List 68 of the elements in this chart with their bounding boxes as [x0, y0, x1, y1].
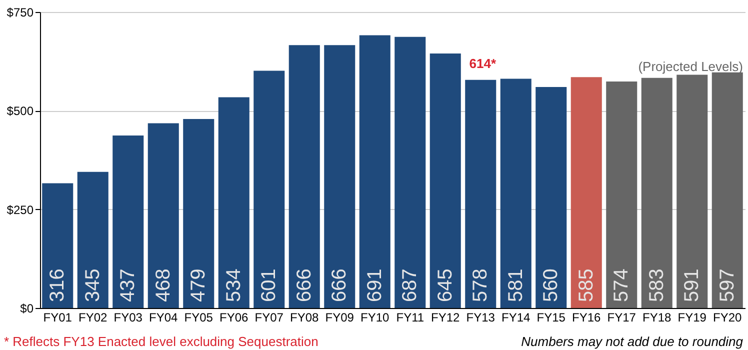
- data-label: 574: [610, 268, 633, 302]
- bar: [183, 118, 214, 308]
- x-tick-label: FY17: [607, 310, 636, 324]
- x-tick-label: FY01: [43, 310, 72, 324]
- bar: [606, 81, 638, 308]
- bar: [42, 183, 74, 308]
- data-label: 585: [575, 268, 598, 302]
- data-label: 468: [152, 268, 174, 302]
- data-label: 687: [399, 268, 422, 302]
- bar: [324, 45, 356, 308]
- data-label: 581: [504, 268, 527, 302]
- text: * Reflects FY13 Enacted level excluding Sequestration: [4, 334, 318, 349]
- x-tick-label: FY04: [149, 310, 178, 324]
- x-tick-label: FY15: [536, 310, 566, 324]
- bar: [148, 123, 179, 308]
- x-tick-label: FY09: [325, 310, 354, 324]
- x-tick-label: FY02: [78, 310, 108, 324]
- data-label: 437: [117, 268, 140, 302]
- annotation: 614*: [469, 56, 497, 71]
- x-tick-label: FY16: [572, 310, 602, 324]
- bar: [430, 53, 461, 308]
- data-label: 601: [258, 268, 280, 302]
- data-label: 534: [222, 268, 245, 302]
- data-label: 583: [646, 268, 668, 302]
- y-tick-label: $750: [6, 6, 34, 20]
- x-tick-label: FY20: [713, 310, 742, 324]
- bar: [641, 78, 672, 308]
- bar: [712, 72, 743, 308]
- data-label: 666: [293, 268, 316, 302]
- x-tick-label: FY05: [184, 310, 214, 324]
- x-tick-label: FY07: [254, 310, 284, 324]
- data-label: 345: [82, 268, 104, 302]
- x-tick-label: FY14: [502, 310, 531, 324]
- bar: [394, 36, 426, 308]
- data-label: 578: [470, 268, 492, 302]
- bar: [288, 45, 320, 308]
- x-tick-label: FY03: [114, 310, 143, 324]
- bar: [676, 74, 708, 308]
- x-tick-label: FY08: [290, 310, 320, 324]
- y-tick-label: $500: [6, 104, 34, 118]
- annotation: (Projected Levels): [638, 59, 743, 74]
- bar: [112, 136, 144, 308]
- y-tick-label: $0: [20, 302, 34, 316]
- bar: [570, 77, 602, 308]
- x-tick-label: FY12: [431, 310, 460, 324]
- bar: [500, 78, 532, 308]
- y-tick-label: $250: [6, 202, 34, 217]
- data-label: 645: [434, 268, 456, 302]
- x-tick-label: FY19: [678, 310, 707, 324]
- x-tick-label: FY13: [466, 310, 496, 324]
- data-label: 666: [328, 268, 351, 302]
- data-label: 316: [46, 268, 69, 302]
- bar: [359, 35, 390, 308]
- x-tick-label: FY10: [360, 310, 390, 324]
- bar: [77, 172, 108, 308]
- bar: [254, 70, 285, 308]
- data-label: 560: [540, 268, 562, 302]
- text: Numbers may not add due to rounding: [521, 334, 744, 349]
- data-label: 691: [364, 268, 386, 302]
- data-label: 591: [681, 268, 704, 302]
- x-tick-label: FY18: [642, 310, 672, 324]
- x-tick-label: FY11: [396, 310, 424, 324]
- bar: [218, 97, 250, 308]
- data-label: 479: [188, 268, 210, 302]
- data-label: 597: [716, 268, 738, 302]
- bar: [536, 86, 567, 308]
- bar: [465, 80, 496, 308]
- x-tick-label: FY06: [220, 310, 249, 324]
